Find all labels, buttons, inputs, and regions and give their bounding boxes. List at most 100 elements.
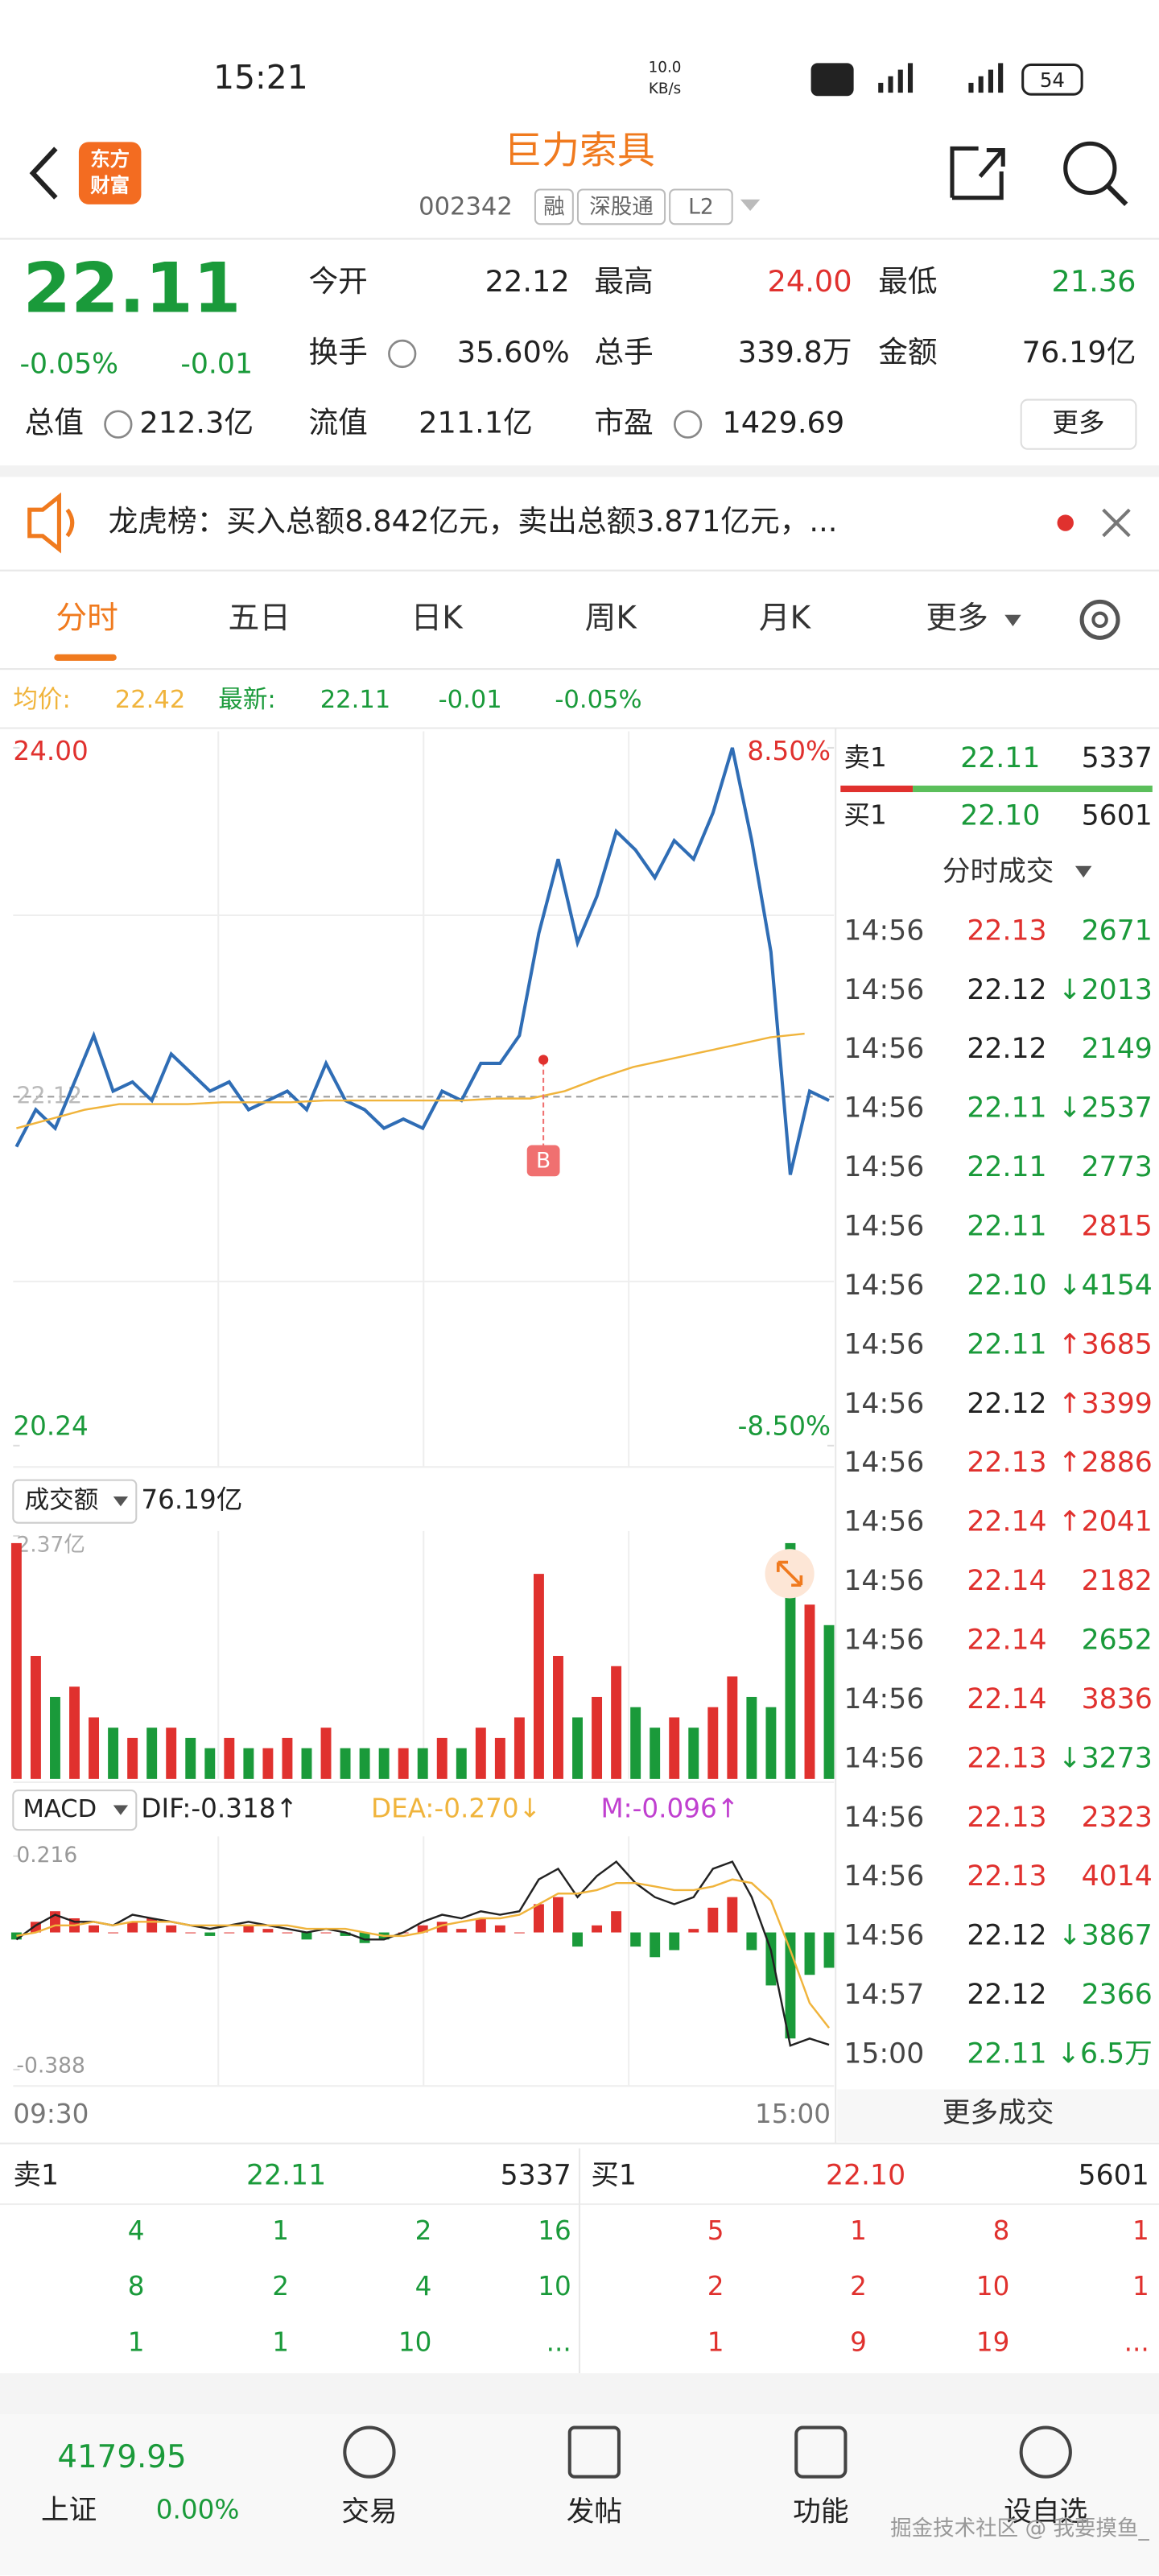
volume-bar: [475, 1728, 486, 1779]
trade-time: 14:56: [843, 914, 924, 947]
trade-volume: 3836: [1082, 1683, 1153, 1715]
trade-time: 14:56: [843, 1506, 924, 1538]
speaker-icon: [27, 492, 61, 554]
field-value: 21.36: [1051, 264, 1136, 299]
avg-label: 均价:: [13, 685, 70, 713]
back-button[interactable]: [29, 147, 58, 200]
tab[interactable]: 五日: [229, 600, 291, 636]
volume-bar: [378, 1748, 390, 1779]
volume-bar: [572, 1717, 583, 1779]
trade-volume: ↓2537: [1058, 1092, 1153, 1125]
quote-volume: 5337: [1082, 742, 1153, 774]
trade-volume-value: 2041: [1082, 1506, 1153, 1538]
tab[interactable]: 周K: [585, 600, 638, 636]
more-trades[interactable]: 更多成交: [942, 2097, 1054, 2129]
macd-bar: [804, 1932, 815, 1975]
macd-bar: [417, 1925, 428, 1933]
book-cell: 9: [850, 2327, 867, 2358]
dif-label: DIF:-0.318↑: [141, 1794, 297, 1824]
book-cell: 4: [128, 2215, 145, 2246]
tag-box: [534, 188, 574, 225]
tab[interactable]: 分时: [56, 600, 118, 636]
volume-total: 76.19亿: [141, 1484, 242, 1515]
macd-bar: [553, 1897, 563, 1933]
tab[interactable]: 月K: [759, 600, 812, 636]
book-volume: 5601: [1079, 2159, 1149, 2191]
nav-icon: [567, 2425, 621, 2479]
dropdown-icon: [1004, 614, 1021, 627]
more-button[interactable]: [1020, 398, 1137, 450]
macd-selector[interactable]: [12, 1790, 138, 1831]
trade-volume-value: 4154: [1082, 1269, 1153, 1302]
volume-title[interactable]: 成交额: [25, 1487, 99, 1515]
settings-button[interactable]: [1079, 599, 1120, 640]
volume-bar: [30, 1656, 41, 1779]
trade-arrow: ↓: [1058, 974, 1082, 1006]
volume-bar: [89, 1717, 100, 1779]
book-label: 卖1: [13, 2159, 59, 2191]
trade-time: 14:56: [843, 1328, 924, 1360]
volume-bar: [10, 1542, 22, 1779]
watermark: 掘金技术社区 @ 我要摸鱼_: [890, 2516, 1149, 2541]
trade-volume-value: 2773: [1082, 1151, 1153, 1183]
trade-price: 22.11: [967, 1328, 1046, 1360]
tab[interactable]: 更多: [926, 600, 988, 636]
macd-bar: [262, 1929, 274, 1933]
stock-title: 巨力索具: [504, 129, 655, 173]
more-trades-bg[interactable]: [837, 2089, 1159, 2142]
trade-volume: ↑3685: [1058, 1328, 1153, 1360]
nav-label[interactable]: 发帖: [567, 2496, 622, 2529]
field-label: 最低: [878, 264, 937, 299]
trade-time: 14:56: [843, 1624, 924, 1657]
nav-label[interactable]: 功能: [793, 2496, 848, 2529]
field-label: 总值: [25, 406, 84, 440]
volume-bar: [108, 1728, 119, 1779]
macd-bar: [688, 1929, 699, 1933]
dea-line: [16, 1878, 830, 2029]
macd-bar: [185, 1932, 196, 1934]
change: -0.01: [180, 349, 253, 381]
volume-bar: [727, 1676, 738, 1779]
trade-price: 22.14: [967, 1565, 1046, 1597]
macd-bar: [494, 1925, 505, 1933]
macd-bar: [127, 1922, 138, 1933]
notice-text[interactable]: 龙虎榜：买入总额8.842亿元，卖出总额3.871亿元，...: [109, 504, 838, 539]
trade-volume-value: 3399: [1082, 1388, 1153, 1420]
more-button-label[interactable]: 更多: [1052, 407, 1104, 438]
volume-bar: [823, 1624, 835, 1779]
tab[interactable]: 日K: [410, 600, 464, 636]
book-cell: 16: [538, 2215, 571, 2246]
volume-bar: [611, 1666, 622, 1779]
y-tick-label: -0.388: [16, 2053, 85, 2078]
trade-volume: ↓6.5万: [1057, 2038, 1153, 2070]
index-value[interactable]: 4179.95: [57, 2439, 186, 2475]
index-change[interactable]: 0.00%: [156, 2495, 240, 2525]
volume-bar: [785, 1542, 796, 1779]
nav-label[interactable]: 交易: [341, 2496, 397, 2529]
trade-volume-value: 4014: [1082, 1860, 1153, 1893]
volume-bar: [746, 1696, 757, 1779]
trade-time: 14:56: [843, 1920, 924, 1952]
macd-title[interactable]: MACD: [23, 1795, 97, 1823]
ratio-bar-buy: [913, 785, 1153, 793]
trade-price: 22.13: [967, 1860, 1046, 1893]
nav-label[interactable]: 设自选: [1004, 2496, 1087, 2529]
macd-bar: [727, 1897, 738, 1933]
search-button[interactable]: [1063, 141, 1117, 196]
field-label: 流值: [308, 406, 367, 440]
volume-selector[interactable]: [12, 1479, 138, 1524]
index-name[interactable]: 上证: [41, 2495, 97, 2527]
macd-bar: [146, 1918, 158, 1933]
m-label: M:-0.096↑: [601, 1794, 740, 1824]
trade-arrow: ↓: [1058, 1920, 1082, 1952]
logo-text: 财富: [90, 173, 130, 196]
trade-time: 14:56: [843, 1269, 924, 1302]
macd-bar: [630, 1932, 641, 1947]
volume-bar: [146, 1728, 158, 1779]
trade-price: 22.14: [967, 1683, 1046, 1715]
macd-bar: [707, 1907, 719, 1933]
quote-fields: 今开 22.12 最高 24.00 最低 21.36 换手 35.60% 总手 339.8万 金额 7…: [25, 264, 1136, 440]
close-button[interactable]: [1102, 508, 1131, 538]
quote-volume: 5601: [1082, 800, 1153, 832]
share-button[interactable]: [950, 146, 1005, 200]
